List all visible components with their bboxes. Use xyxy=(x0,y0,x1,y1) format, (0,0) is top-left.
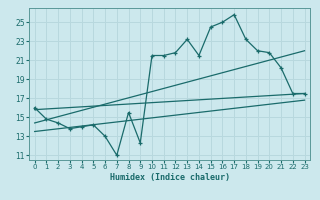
X-axis label: Humidex (Indice chaleur): Humidex (Indice chaleur) xyxy=(109,173,229,182)
